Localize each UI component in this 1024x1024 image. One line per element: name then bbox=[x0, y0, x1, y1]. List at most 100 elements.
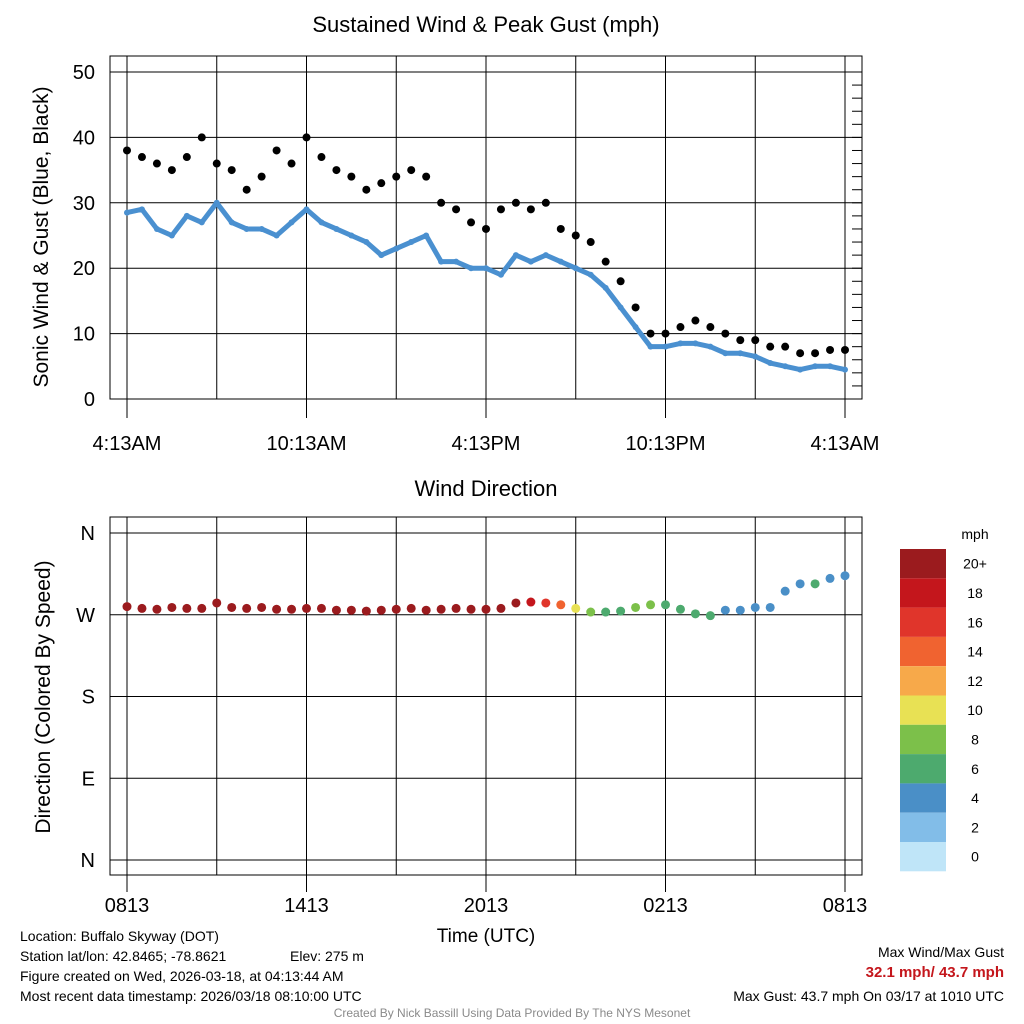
bottom-x-tick-label: 0813 bbox=[823, 895, 868, 917]
peak-gust-point bbox=[811, 349, 820, 358]
peak-gust-point bbox=[721, 329, 730, 338]
sustained-wind-point bbox=[692, 340, 699, 347]
peak-gust-point bbox=[407, 166, 416, 175]
sustained-wind-point bbox=[737, 350, 744, 357]
sustained-wind-point bbox=[183, 212, 190, 219]
colorbar-swatch bbox=[900, 666, 946, 696]
colorbar-label: 20+ bbox=[963, 556, 987, 572]
top-y-tick-label: 10 bbox=[73, 324, 95, 346]
top-y-tick-label: 0 bbox=[84, 389, 95, 411]
direction-point bbox=[272, 604, 282, 614]
sustained-wind-point bbox=[124, 209, 130, 216]
top-x-tick-label: 4:13AM bbox=[811, 433, 880, 455]
colorbar-label: 16 bbox=[967, 614, 983, 630]
direction-point bbox=[810, 579, 820, 589]
bottom-y-tick-label: W bbox=[76, 605, 95, 627]
sustained-wind-point bbox=[497, 271, 504, 278]
colorbar-label: 4 bbox=[971, 790, 979, 806]
colorbar-label: 12 bbox=[967, 673, 983, 689]
sustained-wind-point bbox=[453, 258, 460, 265]
colorbar-swatch bbox=[900, 636, 946, 667]
sustained-wind-point bbox=[228, 219, 235, 226]
colorbar-label: 14 bbox=[967, 644, 983, 660]
sustained-wind-point bbox=[333, 225, 340, 232]
direction-point bbox=[481, 604, 491, 614]
peak-gust-point bbox=[197, 133, 206, 142]
peak-gust-point bbox=[691, 316, 700, 325]
peak-gust-point bbox=[706, 323, 715, 332]
direction-point bbox=[511, 598, 521, 608]
sustained-wind-point bbox=[168, 232, 175, 239]
colorbar-label: 2 bbox=[971, 819, 979, 835]
sustained-wind-point bbox=[572, 265, 579, 272]
peak-gust-point bbox=[152, 159, 161, 168]
direction-point bbox=[496, 603, 506, 613]
footer-elevation: Elev: 275 m bbox=[290, 948, 364, 964]
peak-gust-point bbox=[751, 336, 760, 345]
footer-latlon: Station lat/lon: 42.8465; -78.8621 bbox=[20, 948, 227, 964]
max-wind-gust-values: 32.1 mph/ 43.7 mph bbox=[865, 964, 1004, 981]
direction-point bbox=[466, 604, 476, 614]
peak-gust-point bbox=[841, 345, 849, 354]
sustained-wind-point bbox=[258, 225, 265, 232]
colorbar-swatch bbox=[900, 607, 946, 637]
peak-gust-point bbox=[437, 198, 446, 207]
direction-point bbox=[122, 602, 132, 612]
sustained-wind-point bbox=[527, 258, 534, 265]
peak-gust-point bbox=[676, 323, 685, 332]
top-chart-title: Sustained Wind & Peak Gust (mph) bbox=[312, 12, 659, 37]
direction-point bbox=[661, 600, 670, 610]
top-x-tick-label: 4:13AM bbox=[93, 433, 162, 455]
direction-point bbox=[302, 603, 311, 613]
peak-gust-point bbox=[317, 153, 326, 162]
colorbar-label: 0 bbox=[971, 849, 979, 865]
sustained-wind-point bbox=[542, 252, 549, 259]
speed-colorbar: 20+ 18 16 14 12 10 8 6 4 2 0 bbox=[900, 549, 987, 872]
top-y-tick-label: 30 bbox=[73, 193, 95, 215]
direction-point bbox=[331, 605, 341, 615]
bottom-y-tick-label: N bbox=[81, 850, 95, 872]
colorbar-label: 10 bbox=[967, 702, 983, 718]
bottom-chart-ylabel: Direction (Colored By Speed) bbox=[32, 560, 55, 833]
sustained-wind-point bbox=[842, 366, 848, 373]
peak-gust-point bbox=[601, 257, 610, 266]
sustained-wind-point bbox=[363, 239, 370, 246]
top-y-tick-label: 50 bbox=[73, 62, 95, 84]
bottom-chart-series bbox=[122, 571, 850, 621]
direction-point bbox=[182, 603, 192, 613]
peak-gust-point bbox=[137, 153, 146, 162]
colorbar-title: mph bbox=[961, 526, 988, 542]
peak-gust-point bbox=[736, 336, 745, 345]
direction-point bbox=[780, 586, 790, 596]
colorbar-swatch bbox=[900, 783, 946, 813]
sustained-wind-point bbox=[677, 340, 684, 347]
direction-point bbox=[137, 603, 147, 613]
peak-gust-point bbox=[496, 205, 505, 214]
colorbar-label: 6 bbox=[971, 761, 979, 777]
peak-gust-point bbox=[362, 185, 371, 194]
sustained-wind-point bbox=[617, 304, 624, 311]
direction-point bbox=[616, 606, 626, 616]
sustained-wind-point bbox=[782, 363, 789, 370]
sustained-wind-point bbox=[767, 360, 774, 367]
direction-point bbox=[152, 604, 162, 614]
direction-point bbox=[361, 606, 371, 616]
sustained-wind-point bbox=[587, 271, 594, 278]
direction-point bbox=[601, 607, 611, 617]
direction-point bbox=[376, 605, 386, 615]
peak-gust-point bbox=[392, 172, 401, 181]
direction-point bbox=[586, 607, 596, 617]
direction-point bbox=[825, 573, 835, 583]
direction-point bbox=[197, 603, 207, 613]
footer-location: Location: Buffalo Skyway (DOT) bbox=[20, 928, 219, 944]
sustained-wind-point bbox=[273, 232, 280, 239]
direction-point bbox=[406, 603, 416, 613]
sustained-wind-point bbox=[378, 252, 385, 259]
sustained-wind-point bbox=[318, 219, 325, 226]
direction-point bbox=[287, 604, 297, 614]
direction-point bbox=[436, 604, 446, 614]
colorbar-swatch bbox=[900, 812, 946, 842]
top-x-tick-label: 10:13PM bbox=[625, 433, 705, 455]
top-y-tick-label: 40 bbox=[73, 127, 95, 149]
peak-gust-point bbox=[167, 166, 176, 175]
